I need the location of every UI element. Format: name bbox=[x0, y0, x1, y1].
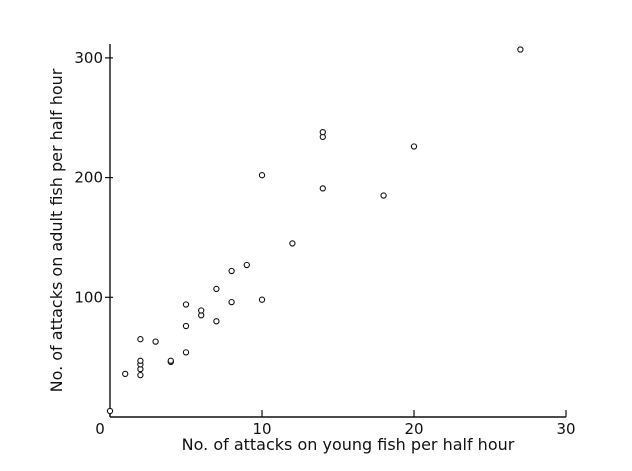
data-point bbox=[258, 296, 266, 303]
data-point bbox=[410, 143, 418, 150]
y-tick-label: 200 bbox=[74, 169, 103, 187]
data-points bbox=[106, 46, 524, 415]
y-tick-label: 100 bbox=[74, 288, 103, 306]
data-point bbox=[137, 371, 144, 379]
data-point bbox=[243, 261, 250, 269]
x-tick-label: 30 bbox=[556, 420, 575, 438]
x-tick-label: 10 bbox=[252, 420, 271, 438]
axes bbox=[109, 44, 566, 418]
x-axis-label: No. of attacks on young fish per half ho… bbox=[182, 435, 515, 454]
data-point bbox=[289, 240, 296, 247]
data-point bbox=[182, 322, 190, 330]
data-point bbox=[137, 357, 144, 364]
data-point bbox=[319, 128, 326, 136]
x-tick-label: 20 bbox=[404, 420, 423, 438]
x-tick-label: 0 bbox=[95, 420, 105, 438]
data-point bbox=[167, 357, 174, 364]
data-point bbox=[182, 301, 190, 308]
data-point bbox=[152, 338, 159, 345]
data-point bbox=[228, 267, 235, 275]
data-point bbox=[198, 307, 205, 314]
data-point bbox=[517, 46, 524, 53]
data-point bbox=[380, 192, 387, 199]
data-point bbox=[182, 349, 190, 356]
y-tick-label: 300 bbox=[74, 49, 103, 67]
data-point bbox=[213, 285, 220, 293]
data-point bbox=[137, 336, 144, 343]
data-point bbox=[122, 370, 129, 378]
x-ticks: 0 10 20 30 bbox=[95, 410, 576, 438]
y-axis-label: No. of attacks on adult fish per half ho… bbox=[47, 68, 66, 392]
data-point bbox=[213, 318, 220, 325]
data-point bbox=[258, 172, 266, 179]
y-ticks: 100 200 300 bbox=[74, 49, 113, 306]
data-point bbox=[106, 407, 114, 415]
data-point bbox=[319, 185, 326, 192]
data-point bbox=[228, 298, 235, 306]
